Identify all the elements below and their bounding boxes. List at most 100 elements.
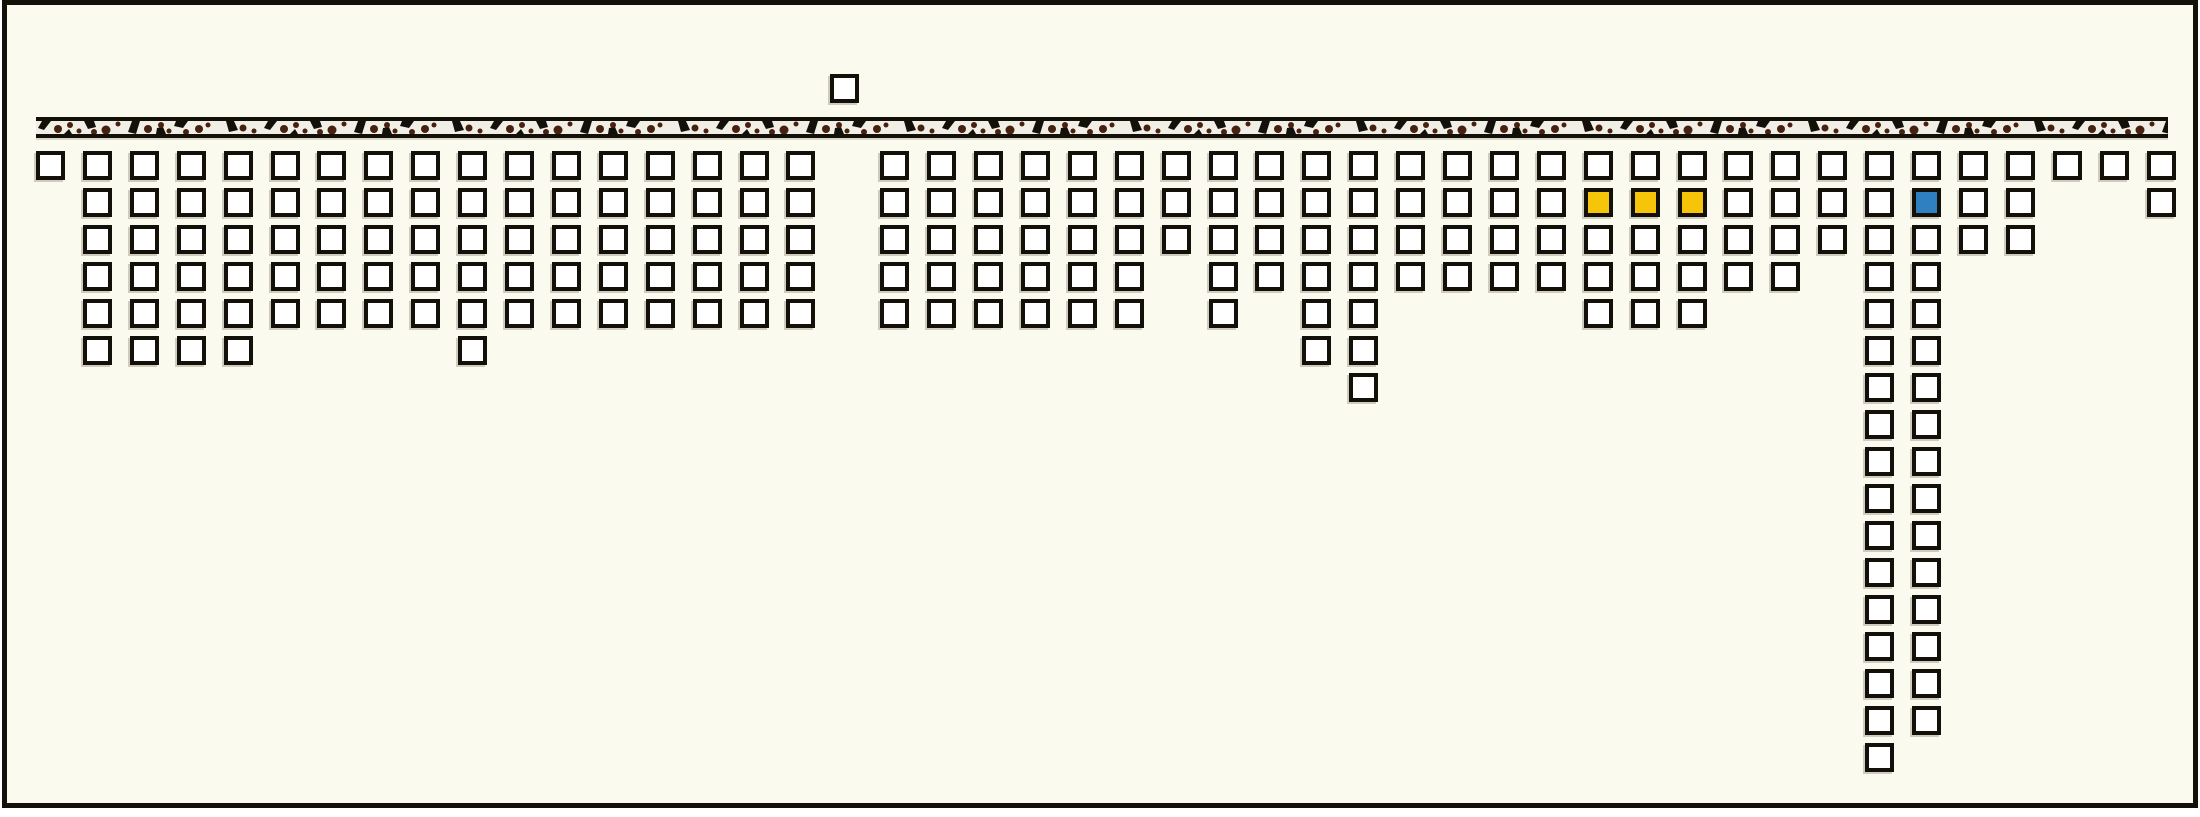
unit-square [786,262,815,291]
unit-square [1865,188,1894,217]
unit-square [1912,521,1941,550]
unit-square [505,151,534,180]
unit-square [786,299,815,328]
unit-square [1255,188,1284,217]
unit-square [740,299,769,328]
unit-square [224,188,253,217]
unit-square [927,262,956,291]
unit-square [1490,262,1519,291]
unit-square [1912,373,1941,402]
unit-square [505,225,534,254]
unit-square [1396,262,1425,291]
unit-square [1865,595,1894,624]
unit-square [83,299,112,328]
unit-square [1912,669,1941,698]
unit-square [2006,188,2035,217]
unit-square [1865,262,1894,291]
unit-square [83,151,112,180]
unit-square [1396,225,1425,254]
unit-square [2100,151,2129,180]
unit-square [1068,151,1097,180]
unit-square [1255,225,1284,254]
unit-square [1490,151,1519,180]
unit-square [130,225,159,254]
unit-square [1115,299,1144,328]
unit-square [317,188,346,217]
unit-square [1631,299,1660,328]
unit-square [1724,225,1753,254]
unit-square [1349,373,1378,402]
unit-square [1959,188,1988,217]
unit-square [599,151,628,180]
unit-square [1443,225,1472,254]
unit-square [1912,262,1941,291]
unit-square [1537,225,1566,254]
unit-square [1302,262,1331,291]
unit-square [1584,262,1613,291]
unit-square [927,225,956,254]
unit-square [1255,151,1284,180]
unit-square [786,225,815,254]
ground-band [36,117,2168,138]
unit-square [2147,151,2176,180]
unit-square [224,336,253,365]
unit-square [1068,225,1097,254]
unit-square [880,188,909,217]
unit-square [880,299,909,328]
unit-square [927,299,956,328]
unit-square [1865,632,1894,661]
unit-square [1771,225,1800,254]
unit-square [364,188,393,217]
unit-square [1209,262,1238,291]
unit-square [1865,558,1894,587]
unit-square [1302,336,1331,365]
unit-square [552,225,581,254]
unit-square [1021,151,1050,180]
unit-square [458,151,487,180]
unit-square [2006,151,2035,180]
unit-square [1959,225,1988,254]
unit-square [1818,151,1847,180]
unit-square [1115,225,1144,254]
unit-square [1162,188,1191,217]
unit-square [1724,188,1753,217]
unit-square [1678,225,1707,254]
unit-square [974,225,1003,254]
unit-square [130,262,159,291]
unit-square [1162,225,1191,254]
unit-square [1349,188,1378,217]
unit-square [1678,262,1707,291]
unit-square [224,299,253,328]
unit-square [1209,225,1238,254]
unit-square [1865,706,1894,735]
unit-square [83,336,112,365]
unit-square [177,336,206,365]
unit-square [1631,151,1660,180]
unit-square [1724,151,1753,180]
unit-square [458,225,487,254]
unit-square [1912,336,1941,365]
unit-square-highlighted [1584,188,1613,217]
unit-square [1584,225,1613,254]
unit-square [1771,188,1800,217]
unit-square [317,262,346,291]
unit-square [974,151,1003,180]
unit-square [36,151,65,180]
unit-square [599,225,628,254]
unit-square [1396,188,1425,217]
unit-square [1912,484,1941,513]
unit-square [1912,632,1941,661]
unit-square [1912,558,1941,587]
unit-square [1302,225,1331,254]
unit-square [364,262,393,291]
unit-square [552,299,581,328]
unit-square [1912,706,1941,735]
unit-square [927,151,956,180]
unit-square [83,225,112,254]
unit-square [1865,151,1894,180]
unit-square [974,262,1003,291]
unit-square [364,225,393,254]
unit-square [224,151,253,180]
unit-square [2147,188,2176,217]
unit-square [458,299,487,328]
